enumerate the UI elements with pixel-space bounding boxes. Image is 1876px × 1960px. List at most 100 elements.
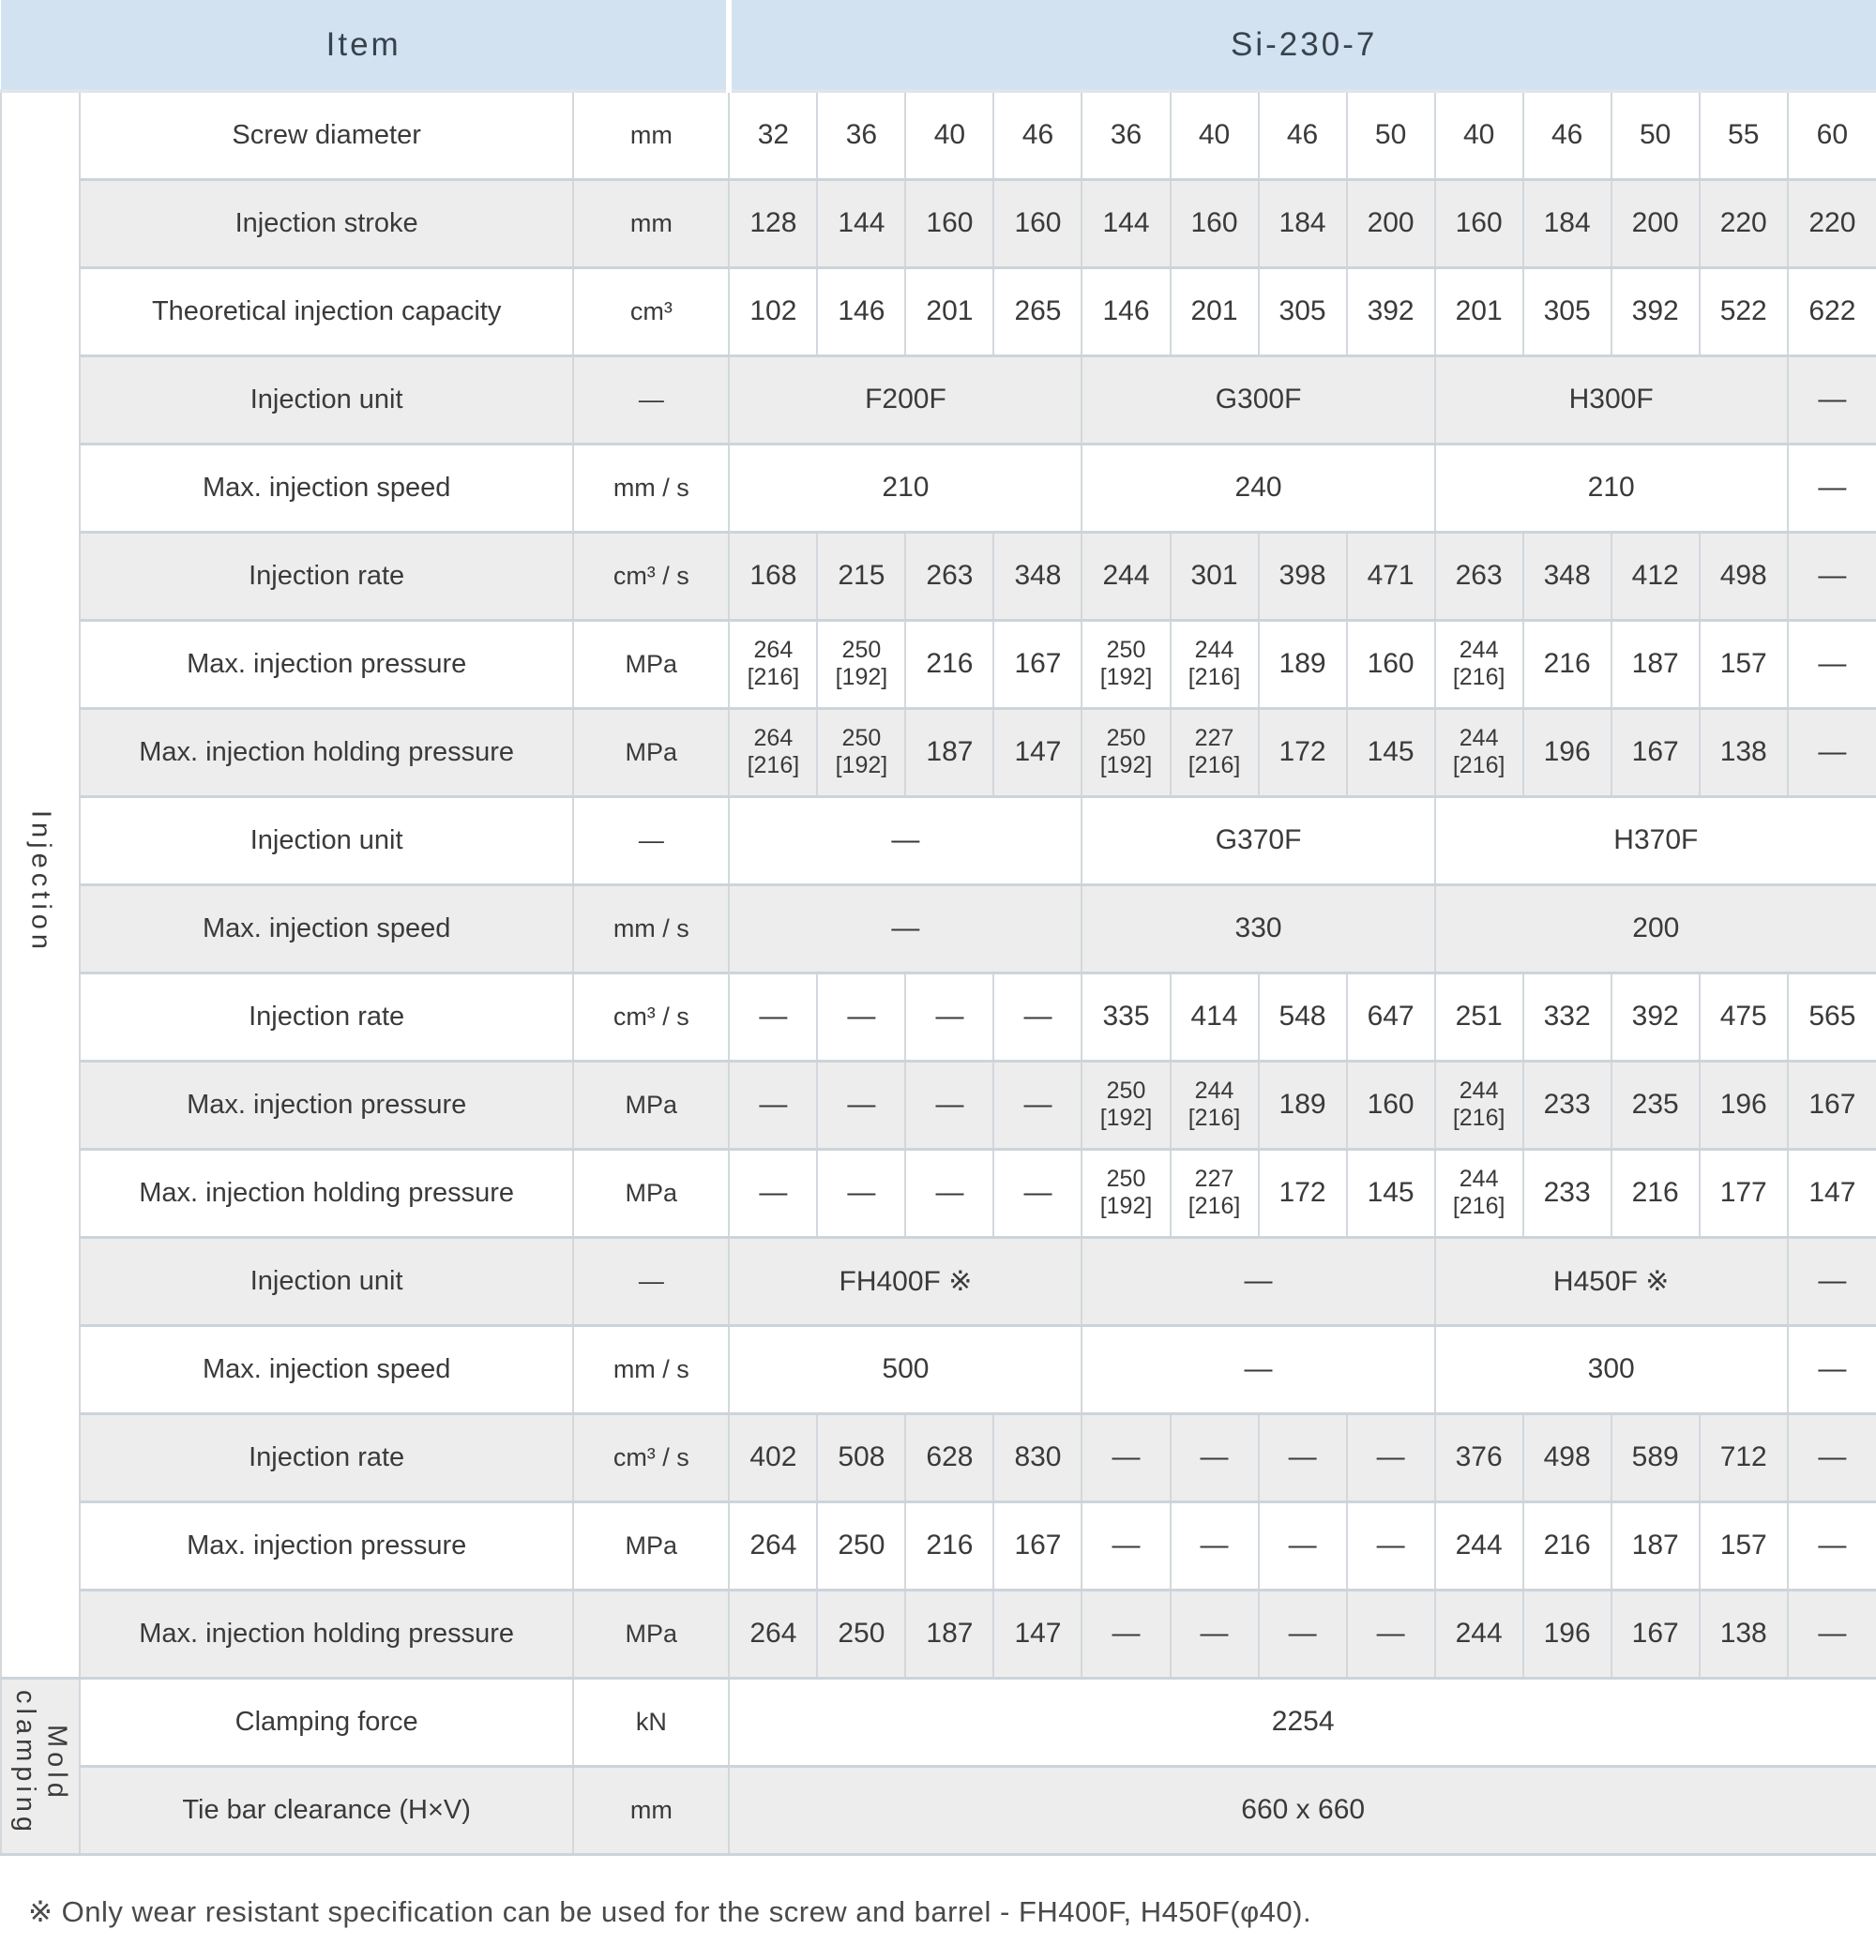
spec-cell: — xyxy=(1169,1500,1259,1590)
row-label: Injection rate xyxy=(79,971,574,1061)
spec-cell: 60 xyxy=(1786,89,1876,179)
spec-cell: — xyxy=(728,794,1082,884)
spec-cell: 565 xyxy=(1786,971,1876,1061)
spec-cell: 2254 xyxy=(728,1676,1876,1766)
spec-cell: 250 xyxy=(816,1588,906,1678)
spec-cell: — xyxy=(904,971,994,1061)
row-unit: mm / s xyxy=(572,442,730,532)
spec-cell: 160 xyxy=(904,177,994,267)
spec-cell: H450F ※ xyxy=(1433,1235,1788,1325)
spec-row: Max. injection holding pressure MPa 264 [21… xyxy=(1,706,1876,796)
spec-cell: 55 xyxy=(1698,89,1788,179)
spec-cell: 200 xyxy=(1610,177,1700,267)
spec-cell: 146 xyxy=(1081,265,1171,355)
row-unit: cm³ / s xyxy=(572,1411,730,1501)
spec-cell: 147 xyxy=(992,1588,1082,1678)
spec-cell: 402 xyxy=(728,1411,818,1501)
spec-cell: 250 [192] xyxy=(1081,618,1171,708)
spec-cell: 201 xyxy=(1433,265,1523,355)
spec-cell: 201 xyxy=(904,265,994,355)
spec-cell: 144 xyxy=(816,177,906,267)
row-label: Tie bar clearance (H×V) xyxy=(79,1764,574,1856)
spec-cell: 244 [216] xyxy=(1433,1059,1523,1149)
spec-cell: — xyxy=(992,971,1082,1061)
row-unit: mm xyxy=(572,1764,730,1856)
spec-cell: 102 xyxy=(728,265,818,355)
spec-cell: — xyxy=(1081,1588,1171,1678)
spec-cell: 46 xyxy=(992,89,1082,179)
spec-cell: 240 xyxy=(1081,442,1435,532)
header-item-cell: Item xyxy=(1,0,730,91)
footnote-text: ※ Only wear resistant specification can … xyxy=(28,1894,1312,1928)
spec-cell: 210 xyxy=(1433,442,1788,532)
spec-row: Injection rate cm³ / s 402 508 628 830— — — —376… xyxy=(1,1411,1876,1501)
spec-cell: — xyxy=(728,1147,818,1237)
spec-cell: 160 xyxy=(1345,1059,1435,1149)
row-label: Injection stroke xyxy=(79,177,574,267)
row-unit: mm xyxy=(572,177,730,267)
spec-cell: 145 xyxy=(1345,1147,1435,1237)
row-unit: MPa xyxy=(572,1588,730,1678)
spec-row: Max. injection holding pressure MPa — — — —25… xyxy=(1,1147,1876,1237)
spec-cell: 244 xyxy=(1081,530,1171,620)
spec-row: Injection rate cm³ / s — — — —335 414 548 647 251… xyxy=(1,971,1876,1061)
spec-cell: — xyxy=(1786,1588,1876,1678)
spec-cell: 157 xyxy=(1698,618,1788,708)
row-unit: cm³ / s xyxy=(572,971,730,1061)
spec-cell: 46 xyxy=(1257,89,1347,179)
spec-cell: 36 xyxy=(816,89,906,179)
spec-cell: 167 xyxy=(1610,706,1700,796)
spec-cell: — xyxy=(728,882,1082,972)
spec-cell: 330 xyxy=(1081,882,1435,972)
spec-cell: 471 xyxy=(1345,530,1435,620)
spec-cell: 50 xyxy=(1345,89,1435,179)
spec-cell: 40 xyxy=(1169,89,1259,179)
spec-cell: 475 xyxy=(1698,971,1788,1061)
spec-cell: 167 xyxy=(1786,1059,1876,1149)
spec-cell: FH400F ※ xyxy=(728,1235,1082,1325)
spec-cell: 305 xyxy=(1257,265,1347,355)
spec-cell: 220 xyxy=(1698,177,1788,267)
spec-cell: 146 xyxy=(816,265,906,355)
mold-clamping-group-label: Mold clamping xyxy=(0,1676,81,1856)
spec-cell: — xyxy=(1786,1411,1876,1501)
spec-cell: 244 [216] xyxy=(1169,1059,1259,1149)
spec-cell: 138 xyxy=(1698,706,1788,796)
spec-cell: — xyxy=(1257,1500,1347,1590)
spec-cell: 392 xyxy=(1345,265,1435,355)
spec-cell: 412 xyxy=(1610,530,1700,620)
spec-cell: 264 xyxy=(728,1588,818,1678)
spec-cell: 172 xyxy=(1257,706,1347,796)
spec-cell: 348 xyxy=(992,530,1082,620)
spec-row: Injection unit — — G370F H370F xyxy=(1,794,1876,884)
spec-cell: 138 xyxy=(1698,1588,1788,1678)
row-label: Clamping force xyxy=(79,1676,574,1766)
spec-cell: — xyxy=(1786,1235,1876,1325)
spec-cell: G370F xyxy=(1081,794,1435,884)
spec-cell: 201 xyxy=(1169,265,1259,355)
spec-row: Max. injection pressure MPa — — — —250 [192] 24… xyxy=(1,1059,1876,1149)
spec-cell: 264 [216] xyxy=(728,706,818,796)
spec-cell: 233 xyxy=(1521,1059,1611,1149)
spec-cell: 548 xyxy=(1257,971,1347,1061)
spec-cell: 233 xyxy=(1521,1147,1611,1237)
spec-cell: 172 xyxy=(1257,1147,1347,1237)
spec-cell: — xyxy=(1786,1323,1876,1413)
row-unit: mm xyxy=(572,89,730,179)
spec-cell: 622 xyxy=(1786,265,1876,355)
spec-cell: 160 xyxy=(1169,177,1259,267)
row-label: Max. injection holding pressure xyxy=(79,1147,574,1237)
spec-cell: 250 [192] xyxy=(816,706,906,796)
spec-cell: 167 xyxy=(1610,1588,1700,1678)
spec-cell: 498 xyxy=(1698,530,1788,620)
header-model-cell: Si-230-7 xyxy=(726,0,1876,91)
spec-cell: 264 [216] xyxy=(728,618,818,708)
row-unit: MPa xyxy=(572,1059,730,1149)
spec-cell: 263 xyxy=(904,530,994,620)
spec-table: Item Si-230-7 Injection Screw diameter mm 3… xyxy=(0,0,1876,1856)
injection-group-label: Injection xyxy=(0,89,81,1678)
spec-cell: — xyxy=(816,971,906,1061)
spec-cell: — xyxy=(1786,618,1876,708)
spec-cell: 187 xyxy=(904,1588,994,1678)
spec-cell: 189 xyxy=(1257,618,1347,708)
